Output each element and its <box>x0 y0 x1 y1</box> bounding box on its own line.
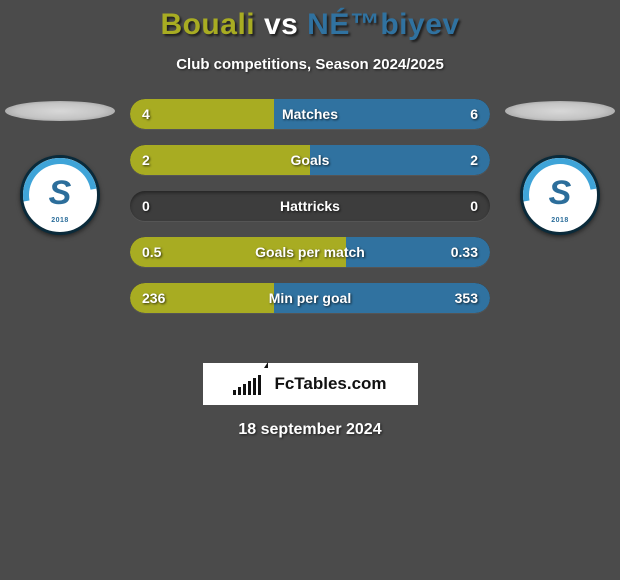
shadow-ellipse <box>505 101 615 121</box>
player2-crest-column: S 2018 <box>500 103 620 235</box>
stat-row: Matches46 <box>130 99 490 129</box>
stat-row: Hattricks0 0 <box>130 191 490 221</box>
player1-club-crest: S 2018 <box>20 155 100 235</box>
stat-bar-right <box>346 237 490 267</box>
crest-letter: S <box>549 174 572 213</box>
stat-bar-right <box>274 99 490 129</box>
logo-text: FcTables.com <box>274 374 386 394</box>
crest-year: 2018 <box>551 217 569 224</box>
stat-bar-left <box>130 145 310 175</box>
logo-bar <box>253 378 256 395</box>
stat-bar-left <box>130 283 274 313</box>
logo-bar <box>233 390 236 395</box>
comparison-main: S 2018 Matches46Goals22Hattricks00Goals … <box>0 103 620 343</box>
stat-right-value: 0 <box>470 191 478 221</box>
stats-bars: Matches46 Goals22 Hattricks0 0 Goals per mat… <box>130 99 490 343</box>
vs-label: vs <box>264 8 298 41</box>
stat-bar-right <box>274 283 490 313</box>
stat-row: Goals per match0.50.33 <box>130 237 490 267</box>
stat-left-value: 0 <box>142 191 150 221</box>
stat-bar-left <box>130 237 346 267</box>
stat-row: Goals22 <box>130 145 490 175</box>
player1-name: Bouali <box>160 8 255 41</box>
subtitle: Club competitions, Season 2024/2025 <box>0 56 620 73</box>
logo-bar <box>258 375 261 395</box>
crest-inner: S 2018 <box>529 164 591 226</box>
player2-club-crest: S 2018 <box>520 155 600 235</box>
page-title: Bouali vs NÉ™biyev <box>0 0 620 42</box>
logo-bar <box>243 384 246 395</box>
player2-name: NÉ™biyev <box>307 8 459 41</box>
stat-bar-right <box>310 145 490 175</box>
stats-comparison-card: Bouali vs NÉ™biyev Club competitions, Se… <box>0 0 620 580</box>
player1-crest-column: S 2018 <box>0 103 120 235</box>
crest-inner: S 2018 <box>29 164 91 226</box>
date-label: 18 september 2024 <box>0 421 620 439</box>
logo-arrow-icon <box>264 362 268 368</box>
crest-year: 2018 <box>51 217 69 224</box>
shadow-ellipse <box>5 101 115 121</box>
stat-row: Min per goal236353 <box>130 283 490 313</box>
crest-letter: S <box>49 174 72 213</box>
stat-bar-left <box>130 99 274 129</box>
logo-bars-icon <box>233 373 261 395</box>
logo-bar <box>238 387 241 395</box>
logo-bar <box>248 381 251 395</box>
stat-label: Hattricks <box>130 191 490 221</box>
fctables-logo: FcTables.com <box>203 363 418 405</box>
